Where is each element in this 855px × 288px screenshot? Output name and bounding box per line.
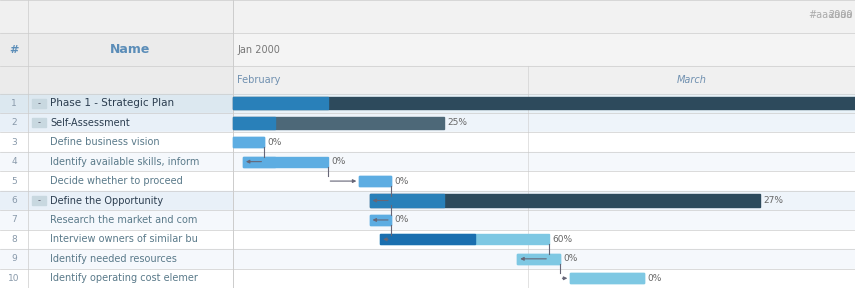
Bar: [233, 171, 855, 191]
Bar: [233, 152, 855, 171]
Text: 8: 8: [11, 235, 17, 244]
Text: 5: 5: [11, 177, 17, 185]
Bar: [517, 254, 560, 264]
Text: February: February: [237, 75, 280, 85]
Bar: [0, 66, 233, 94]
Bar: [0, 33, 233, 66]
Text: 0%: 0%: [647, 274, 662, 283]
Bar: [369, 194, 444, 206]
Bar: [0, 152, 233, 171]
Bar: [517, 254, 560, 264]
Text: 2: 2: [11, 118, 17, 127]
Text: 0%: 0%: [268, 138, 282, 147]
Bar: [570, 273, 644, 283]
Text: 0%: 0%: [331, 157, 345, 166]
Text: Define the Opportunity: Define the Opportunity: [50, 196, 163, 206]
Text: -: -: [38, 99, 41, 108]
Bar: [570, 273, 644, 283]
Text: Define business vision: Define business vision: [50, 137, 159, 147]
Bar: [243, 157, 274, 167]
Text: Decide whether to proceed: Decide whether to proceed: [50, 176, 182, 186]
Bar: [369, 215, 391, 225]
Text: March: March: [676, 75, 706, 85]
Text: -: -: [38, 118, 41, 127]
Bar: [32, 118, 46, 127]
Text: Self-Assessment: Self-Assessment: [50, 118, 130, 128]
Text: 27%: 27%: [764, 196, 783, 205]
Text: #aaaaaa: #aaaaaa: [808, 10, 852, 20]
Bar: [0, 230, 233, 249]
Bar: [380, 234, 475, 245]
Bar: [32, 196, 46, 205]
Bar: [369, 194, 760, 206]
Text: 4: 4: [11, 157, 17, 166]
Text: 0%: 0%: [394, 177, 409, 185]
Bar: [0, 113, 233, 132]
Bar: [233, 113, 855, 132]
Bar: [233, 230, 855, 249]
Text: Identify needed resources: Identify needed resources: [50, 254, 176, 264]
Bar: [233, 268, 855, 288]
Bar: [0, 249, 233, 268]
Bar: [0, 132, 233, 152]
Bar: [233, 66, 528, 94]
Bar: [0, 0, 233, 33]
Text: 9: 9: [11, 254, 17, 263]
Text: Phase 1 - Strategic Plan: Phase 1 - Strategic Plan: [50, 98, 174, 108]
Bar: [0, 210, 233, 230]
Text: 25%: 25%: [447, 118, 467, 127]
Bar: [0, 191, 233, 210]
Text: 1: 1: [11, 99, 17, 108]
Bar: [369, 215, 391, 225]
Bar: [233, 117, 274, 129]
Text: 6: 6: [11, 196, 17, 205]
Bar: [243, 157, 327, 167]
Text: 2000: 2000: [828, 10, 852, 20]
Text: 0%: 0%: [563, 254, 577, 263]
Bar: [233, 94, 855, 113]
Text: Interview owners of similar bu: Interview owners of similar bu: [50, 234, 198, 245]
Bar: [233, 191, 855, 210]
Text: 60%: 60%: [552, 235, 573, 244]
Bar: [32, 99, 46, 108]
Bar: [233, 0, 855, 33]
Bar: [0, 268, 233, 288]
Text: 7: 7: [11, 215, 17, 224]
Text: 3: 3: [11, 138, 17, 147]
Bar: [233, 97, 327, 109]
Bar: [233, 249, 855, 268]
Bar: [0, 94, 233, 113]
Text: Identify operating cost elemer: Identify operating cost elemer: [50, 273, 198, 283]
Text: Name: Name: [110, 43, 150, 56]
Bar: [359, 176, 391, 186]
Bar: [233, 210, 855, 230]
Bar: [233, 117, 444, 129]
Bar: [0, 171, 233, 191]
Bar: [233, 33, 855, 66]
Bar: [359, 176, 391, 186]
Text: #: #: [9, 45, 19, 55]
Bar: [380, 234, 549, 245]
Text: 10: 10: [9, 274, 20, 283]
Text: Jan 2000: Jan 2000: [238, 45, 280, 55]
Bar: [233, 132, 855, 152]
Bar: [233, 137, 264, 147]
Text: Research the market and com: Research the market and com: [50, 215, 197, 225]
Text: Identify available skills, inform: Identify available skills, inform: [50, 157, 199, 167]
Bar: [233, 97, 855, 109]
Bar: [233, 137, 264, 147]
Bar: [528, 66, 855, 94]
Text: -: -: [38, 196, 41, 205]
Text: 0%: 0%: [394, 215, 409, 224]
